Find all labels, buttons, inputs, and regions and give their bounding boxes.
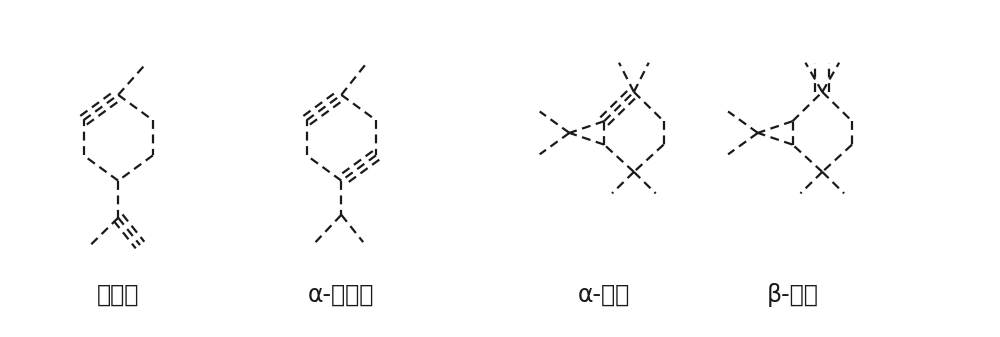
Text: α-茹品烯: α-茹品烯 — [308, 282, 375, 307]
Text: β-莓烯: β-莓烯 — [767, 282, 818, 307]
Text: α-莓烯: α-莓烯 — [578, 282, 630, 307]
Text: 柠樼烯: 柠樼烯 — [97, 282, 139, 307]
